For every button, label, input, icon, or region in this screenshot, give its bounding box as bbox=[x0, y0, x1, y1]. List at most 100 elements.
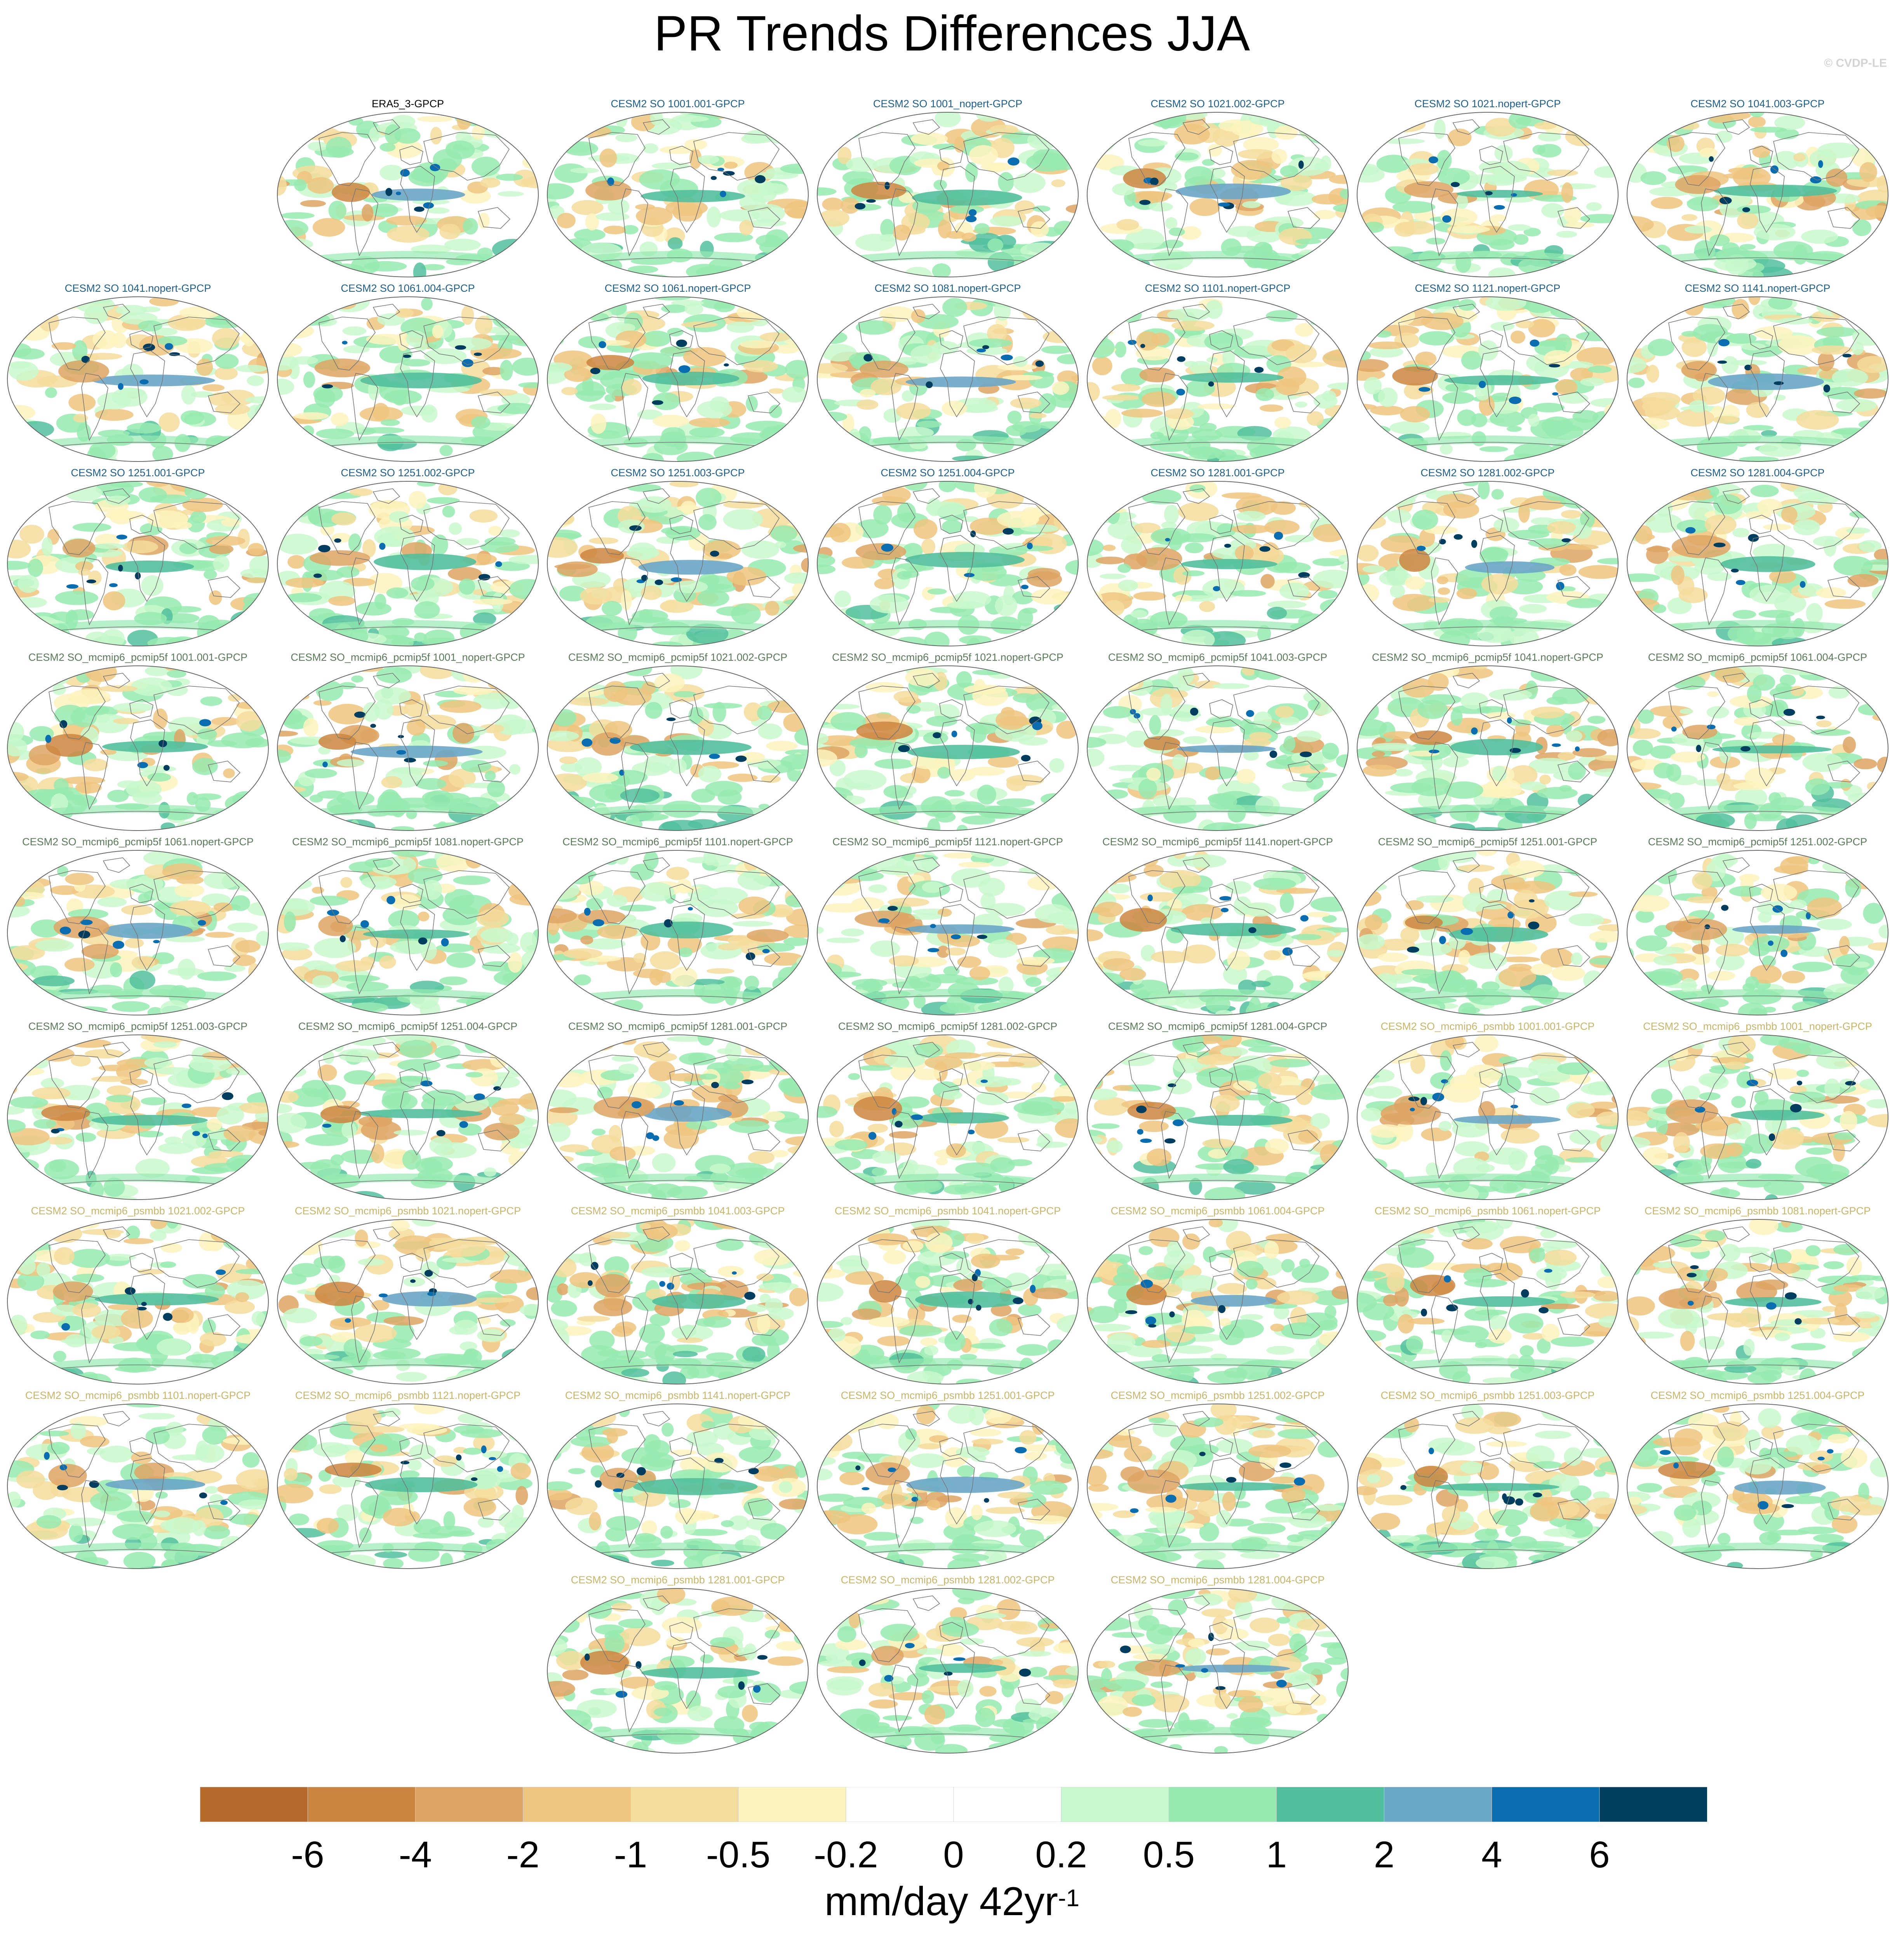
world-map bbox=[277, 1404, 539, 1569]
panel-title: CESM2 SO_mcmip6_pcmip5f 1251.001-GPCP bbox=[1378, 836, 1598, 848]
colorbar-segment bbox=[953, 1787, 1062, 1822]
colorbar-segment bbox=[415, 1787, 524, 1822]
world-map bbox=[7, 1219, 269, 1384]
panel-title: CESM2 SO_mcmip6_psmbb 1251.003-GPCP bbox=[1380, 1390, 1595, 1401]
world-map bbox=[547, 850, 809, 1015]
page-title: PR Trends Differences JJA bbox=[654, 6, 1250, 61]
panel-title: CESM2 SO 1281.004-GPCP bbox=[1690, 467, 1825, 479]
panel-title: CESM2 SO 1141.nopert-GPCP bbox=[1685, 282, 1831, 294]
map-panel: CESM2 SO_mcmip6_psmbb 1021.nopert-GPCP bbox=[274, 1204, 542, 1387]
panel-title: CESM2 SO 1121.nopert-GPCP bbox=[1415, 282, 1561, 294]
world-map bbox=[1627, 1404, 1888, 1569]
world-map bbox=[1087, 850, 1349, 1015]
map-panel: CESM2 SO_mcmip6_psmbb 1281.001-GPCP bbox=[544, 1573, 812, 1756]
map-panel: CESM2 SO_mcmip6_psmbb 1021.002-GPCP bbox=[4, 1204, 272, 1387]
panel-title: CESM2 SO_mcmip6_psmbb 1061.004-GPCP bbox=[1110, 1205, 1325, 1217]
world-map bbox=[547, 665, 809, 831]
world-map bbox=[547, 1219, 809, 1384]
map-panel: CESM2 SO_mcmip6_psmbb 1081.nopert-GPCP bbox=[1624, 1204, 1892, 1387]
world-map bbox=[7, 481, 269, 646]
panel-title: CESM2 SO_mcmip6_psmbb 1021.nopert-GPCP bbox=[294, 1205, 521, 1217]
colorbar-tick-label: 0 bbox=[943, 1834, 964, 1876]
map-panel: CESM2 SO_mcmip6_pcmip5f 1001_nopert-GPCP bbox=[274, 651, 542, 833]
map-panel: CESM2 SO_mcmip6_pcmip5f 1281.002-GPCP bbox=[814, 1020, 1082, 1202]
panel-title: CESM2 SO_mcmip6_pcmip5f 1281.001-GPCP bbox=[568, 1020, 788, 1032]
panel-title: CESM2 SO_mcmip6_pcmip5f 1041.nopert-GPCP bbox=[1372, 651, 1603, 663]
panel-title: CESM2 SO_mcmip6_pcmip5f 1001.001-GPCP bbox=[28, 651, 248, 663]
colorbar-tick-label: 2 bbox=[1373, 1834, 1395, 1876]
world-map bbox=[1627, 112, 1888, 277]
map-panel: CESM2 SO_mcmip6_pcmip5f 1001.001-GPCP bbox=[4, 651, 272, 833]
map-panel: CESM2 SO_mcmip6_pcmip5f 1061.nopert-GPCP bbox=[4, 835, 272, 1018]
panel-title: CESM2 SO_mcmip6_psmbb 1251.002-GPCP bbox=[1110, 1390, 1325, 1401]
world-map bbox=[1087, 481, 1349, 646]
map-panel: CESM2 SO_mcmip6_pcmip5f 1021.nopert-GPCP bbox=[814, 651, 1082, 833]
map-panel: CESM2 SO_mcmip6_pcmip5f 1251.004-GPCP bbox=[274, 1020, 542, 1202]
world-map bbox=[277, 1219, 539, 1384]
world-map bbox=[1357, 1219, 1619, 1384]
colorbar-segment bbox=[1599, 1787, 1707, 1822]
panel-title: CESM2 SO_mcmip6_pcmip5f 1081.nopert-GPCP bbox=[292, 836, 524, 848]
map-panel: CESM2 SO_mcmip6_pcmip5f 1251.002-GPCP bbox=[1624, 835, 1892, 1018]
world-map bbox=[277, 112, 539, 277]
map-panel: CESM2 SO 1251.001-GPCP bbox=[4, 466, 272, 649]
map-panel: CESM2 SO_mcmip6_pcmip5f 1041.003-GPCP bbox=[1084, 651, 1352, 833]
map-panel: ERA5_3-GPCP bbox=[274, 97, 542, 280]
map-panel: CESM2 SO_mcmip6_pcmip5f 1141.nopert-GPCP bbox=[1084, 835, 1352, 1018]
world-map bbox=[1627, 665, 1888, 831]
map-panel: CESM2 SO_mcmip6_psmbb 1121.nopert-GPCP bbox=[274, 1389, 542, 1571]
map-panel: CESM2 SO_mcmip6_psmbb 1251.002-GPCP bbox=[1084, 1389, 1352, 1571]
colorbar-segment bbox=[630, 1787, 739, 1822]
map-panel: CESM2 SO 1251.002-GPCP bbox=[274, 466, 542, 649]
map-panel: CESM2 SO_mcmip6_psmbb 1251.003-GPCP bbox=[1354, 1389, 1622, 1571]
world-map bbox=[817, 1034, 1079, 1200]
map-panel: CESM2 SO_mcmip6_psmbb 1141.nopert-GPCP bbox=[544, 1389, 812, 1571]
world-map bbox=[547, 1404, 809, 1569]
panel-title: ERA5_3-GPCP bbox=[371, 98, 444, 110]
panel-title: CESM2 SO 1081.nopert-GPCP bbox=[874, 282, 1021, 294]
panel-title: CESM2 SO_mcmip6_pcmip5f 1061.nopert-GPCP bbox=[22, 836, 254, 848]
map-panel: CESM2 SO 1141.nopert-GPCP bbox=[1624, 282, 1892, 464]
panel-title: CESM2 SO_mcmip6_pcmip5f 1021.002-GPCP bbox=[568, 651, 788, 663]
panel-title: CESM2 SO_mcmip6_psmbb 1001.001-GPCP bbox=[1380, 1020, 1595, 1032]
world-map bbox=[1087, 1404, 1349, 1569]
world-map bbox=[1087, 1034, 1349, 1200]
colorbar-tick-label: 4 bbox=[1481, 1834, 1502, 1876]
world-map bbox=[817, 1404, 1079, 1569]
panel-title: CESM2 SO_mcmip6_psmbb 1101.nopert-GPCP bbox=[25, 1390, 251, 1401]
colorbar-labels: -6 -4 -2 -1 -0.5 -0.2 0 0.2 0.5 1 2 4 6 bbox=[0, 1834, 1904, 1876]
map-panel: CESM2 SO 1251.004-GPCP bbox=[814, 466, 1082, 649]
map-panel: CESM2 SO_mcmip6_psmbb 1061.nopert-GPCP bbox=[1354, 1204, 1622, 1387]
map-panel: CESM2 SO_mcmip6_psmbb 1251.001-GPCP bbox=[814, 1389, 1082, 1571]
panel-title: CESM2 SO 1281.001-GPCP bbox=[1150, 467, 1285, 479]
colorbar-tick-label: 0.2 bbox=[1035, 1834, 1087, 1876]
world-map bbox=[1357, 1404, 1619, 1569]
world-map bbox=[1357, 481, 1619, 646]
world-map bbox=[1087, 296, 1349, 462]
map-panel: CESM2 SO 1021.002-GPCP bbox=[1084, 97, 1352, 280]
colorbar-tick-label: -0.5 bbox=[706, 1834, 771, 1876]
panel-title: CESM2 SO_mcmip6_psmbb 1281.002-GPCP bbox=[841, 1574, 1055, 1586]
panel-title: CESM2 SO 1021.002-GPCP bbox=[1150, 98, 1285, 110]
map-panel: CESM2 SO 1021.nopert-GPCP bbox=[1354, 97, 1622, 280]
panel-title: CESM2 SO_mcmip6_psmbb 1041.003-GPCP bbox=[571, 1205, 785, 1217]
colorbar-tick-label: 1 bbox=[1266, 1834, 1287, 1876]
map-panel: CESM2 SO_mcmip6_psmbb 1001.001-GPCP bbox=[1354, 1020, 1622, 1202]
world-map bbox=[7, 296, 269, 462]
panel-title: CESM2 SO_mcmip6_psmbb 1061.nopert-GPCP bbox=[1374, 1205, 1601, 1217]
map-panel: CESM2 SO 1101.nopert-GPCP bbox=[1084, 282, 1352, 464]
panel-title: CESM2 SO 1041.003-GPCP bbox=[1690, 98, 1825, 110]
world-map bbox=[1357, 1034, 1619, 1200]
map-panel: CESM2 SO 1281.002-GPCP bbox=[1354, 466, 1622, 649]
world-map bbox=[1087, 1588, 1349, 1754]
map-panel: CESM2 SO_mcmip6_pcmip5f 1281.004-GPCP bbox=[1084, 1020, 1352, 1202]
colorbar-tick-label: 6 bbox=[1589, 1834, 1610, 1876]
world-map bbox=[1627, 296, 1888, 462]
world-map bbox=[547, 296, 809, 462]
panel-title: CESM2 SO_mcmip6_pcmip5f 1121.nopert-GPCP bbox=[832, 836, 1063, 848]
colorbar-tick-label: -4 bbox=[399, 1834, 432, 1876]
panel-title: CESM2 SO_mcmip6_pcmip5f 1251.004-GPCP bbox=[298, 1020, 518, 1032]
colorbar-segment bbox=[1492, 1787, 1600, 1822]
colorbar-tick-label: -2 bbox=[506, 1834, 540, 1876]
colorbar-segment bbox=[200, 1787, 308, 1822]
